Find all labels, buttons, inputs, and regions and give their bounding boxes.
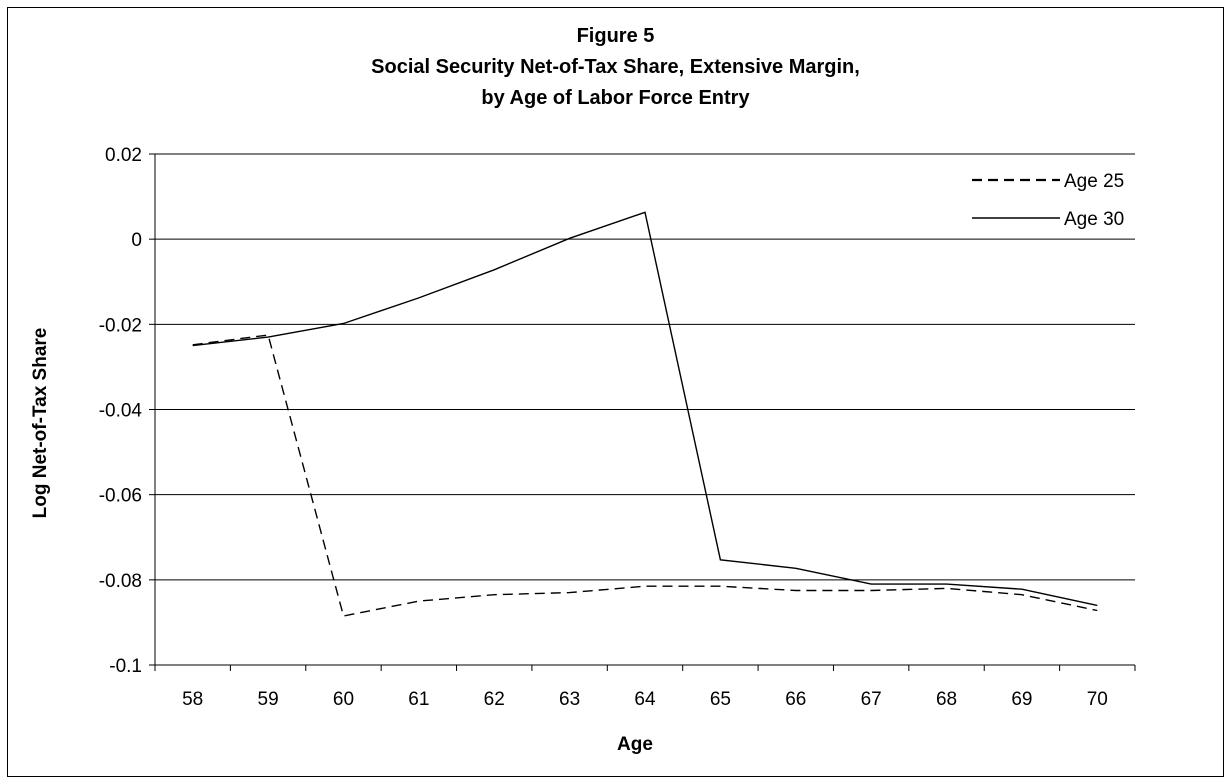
chart-title-line-1: Figure 5 [576, 25, 655, 47]
grid-lines [155, 153, 1135, 581]
x-tick-label: 70 [1087, 689, 1108, 710]
x-tick-label: 59 [258, 689, 279, 710]
y-tick-labels: -0.1 -0.08 -0.06 -0.04 -0.02 0 0.02 [99, 145, 143, 677]
series-line-age-30 [192, 211, 1098, 607]
x-tick-label: 66 [785, 689, 806, 710]
legend-label: Age 25 [1064, 171, 1124, 192]
series-line-age-25 [192, 334, 1098, 617]
legend-label: Age 30 [1064, 209, 1124, 230]
x-tick-label: 65 [710, 689, 731, 710]
x-tick-label: 63 [559, 689, 580, 710]
x-axis-title: Age [617, 734, 653, 755]
y-tick-label: -0.04 [99, 401, 143, 422]
y-tick-label: -0.06 [99, 486, 142, 507]
chart-figure: Figure 5 Social Security Net-of-Tax Shar… [7, 7, 1224, 777]
axes [149, 153, 1136, 671]
x-tick-label: 62 [484, 689, 505, 710]
chart-title-line-2: Social Security Net-of-Tax Share, Extens… [371, 56, 860, 78]
y-tick-label: -0.1 [109, 656, 142, 677]
x-tick-label: 60 [333, 689, 354, 710]
x-tick-label: 64 [634, 689, 656, 710]
x-tick-labels: 58 59 60 61 62 63 64 65 66 67 68 69 70 [182, 689, 1108, 710]
x-tick-label: 58 [182, 689, 203, 710]
x-tick-label: 61 [408, 689, 429, 710]
series-lines [192, 211, 1098, 617]
x-tick-label: 69 [1011, 689, 1032, 710]
legend: Age 25 Age 30 [972, 171, 1124, 230]
y-axis-title: Log Net-of-Tax Share [30, 328, 51, 519]
chart-title-line-3: by Age of Labor Force Entry [481, 87, 750, 109]
y-tick-label: -0.02 [99, 315, 142, 336]
y-tick-label: 0 [131, 230, 142, 251]
x-tick-label: 67 [861, 689, 882, 710]
y-tick-label: 0.02 [105, 145, 142, 166]
y-tick-label: -0.08 [99, 571, 142, 592]
line-chart: -0.1 -0.08 -0.06 -0.04 -0.02 0 0.02 58 59 60 61 62… [30, 145, 1136, 755]
x-tick-label: 68 [936, 689, 957, 710]
